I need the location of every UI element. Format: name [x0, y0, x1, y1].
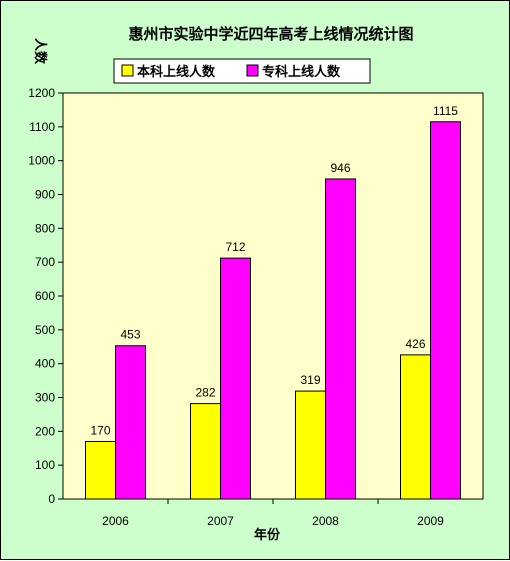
x-axis: 2006 2007 2008 2009: [102, 499, 444, 528]
data-label-junior-college-2006: 453: [120, 328, 140, 342]
bar-junior-college-2008: [325, 178, 356, 500]
x-tick-label: 2006: [102, 514, 129, 528]
x-tick-label: 2008: [312, 514, 339, 528]
legend-box: [113, 58, 371, 84]
chart-title: 惠州市实验中学近四年高考上线情况统计图: [128, 25, 413, 43]
y-tick-label: 200: [35, 424, 55, 438]
y-axis-title: 人数: [32, 38, 48, 65]
x-tick-label: 2009: [417, 514, 444, 528]
data-labels: 170 453 282 712 319 946 426 1115: [90, 104, 458, 438]
data-label-undergraduate-2008: 319: [300, 373, 320, 387]
y-tick-label: 500: [35, 323, 55, 337]
data-label-junior-college-2007: 712: [225, 240, 245, 254]
bar-undergraduate-2007: [190, 403, 221, 500]
y-tick-label: 600: [35, 289, 55, 303]
x-axis-title: 年份: [254, 527, 281, 543]
y-tick-label: 900: [35, 188, 55, 202]
x-tick-label: 2007: [207, 514, 234, 528]
y-tick-label: 100: [35, 458, 55, 472]
y-axis: 0 100 200 300 400 500 600 700 800 900 1000 1100 1200: [28, 86, 63, 506]
legend: 本科上线人数 专科上线人数: [113, 58, 371, 84]
data-label-undergraduate-2007: 282: [195, 386, 215, 400]
y-tick-label: 800: [35, 221, 55, 235]
y-tick-label: 1200: [28, 86, 55, 100]
bars: [85, 121, 461, 500]
y-tick-label: 0: [48, 492, 55, 506]
legend-swatch-junior-college: [246, 64, 259, 77]
y-tick-label: 300: [35, 391, 55, 405]
data-label-undergraduate-2009: 426: [405, 337, 425, 351]
y-tick-label: 1000: [28, 154, 55, 168]
legend-label-undergraduate: 本科上线人数: [137, 64, 216, 80]
legend-label-junior-college: 专科上线人数: [262, 64, 341, 80]
bar-junior-college-2006: [115, 345, 146, 500]
data-label-junior-college-2009: 1115: [433, 104, 458, 118]
data-label-junior-college-2008: 946: [330, 161, 350, 175]
bar-undergraduate-2009: [400, 354, 431, 500]
y-tick-label: 700: [35, 255, 55, 269]
y-tick-label: 1100: [29, 120, 55, 134]
bar-junior-college-2007: [220, 257, 251, 500]
bar-undergraduate-2008: [295, 390, 326, 500]
legend-swatch-undergraduate: [121, 64, 134, 77]
bar-undergraduate-2006: [85, 440, 116, 500]
bar-junior-college-2009: [430, 121, 461, 500]
data-label-undergraduate-2006: 170: [90, 423, 110, 437]
y-tick-label: 400: [35, 357, 55, 371]
